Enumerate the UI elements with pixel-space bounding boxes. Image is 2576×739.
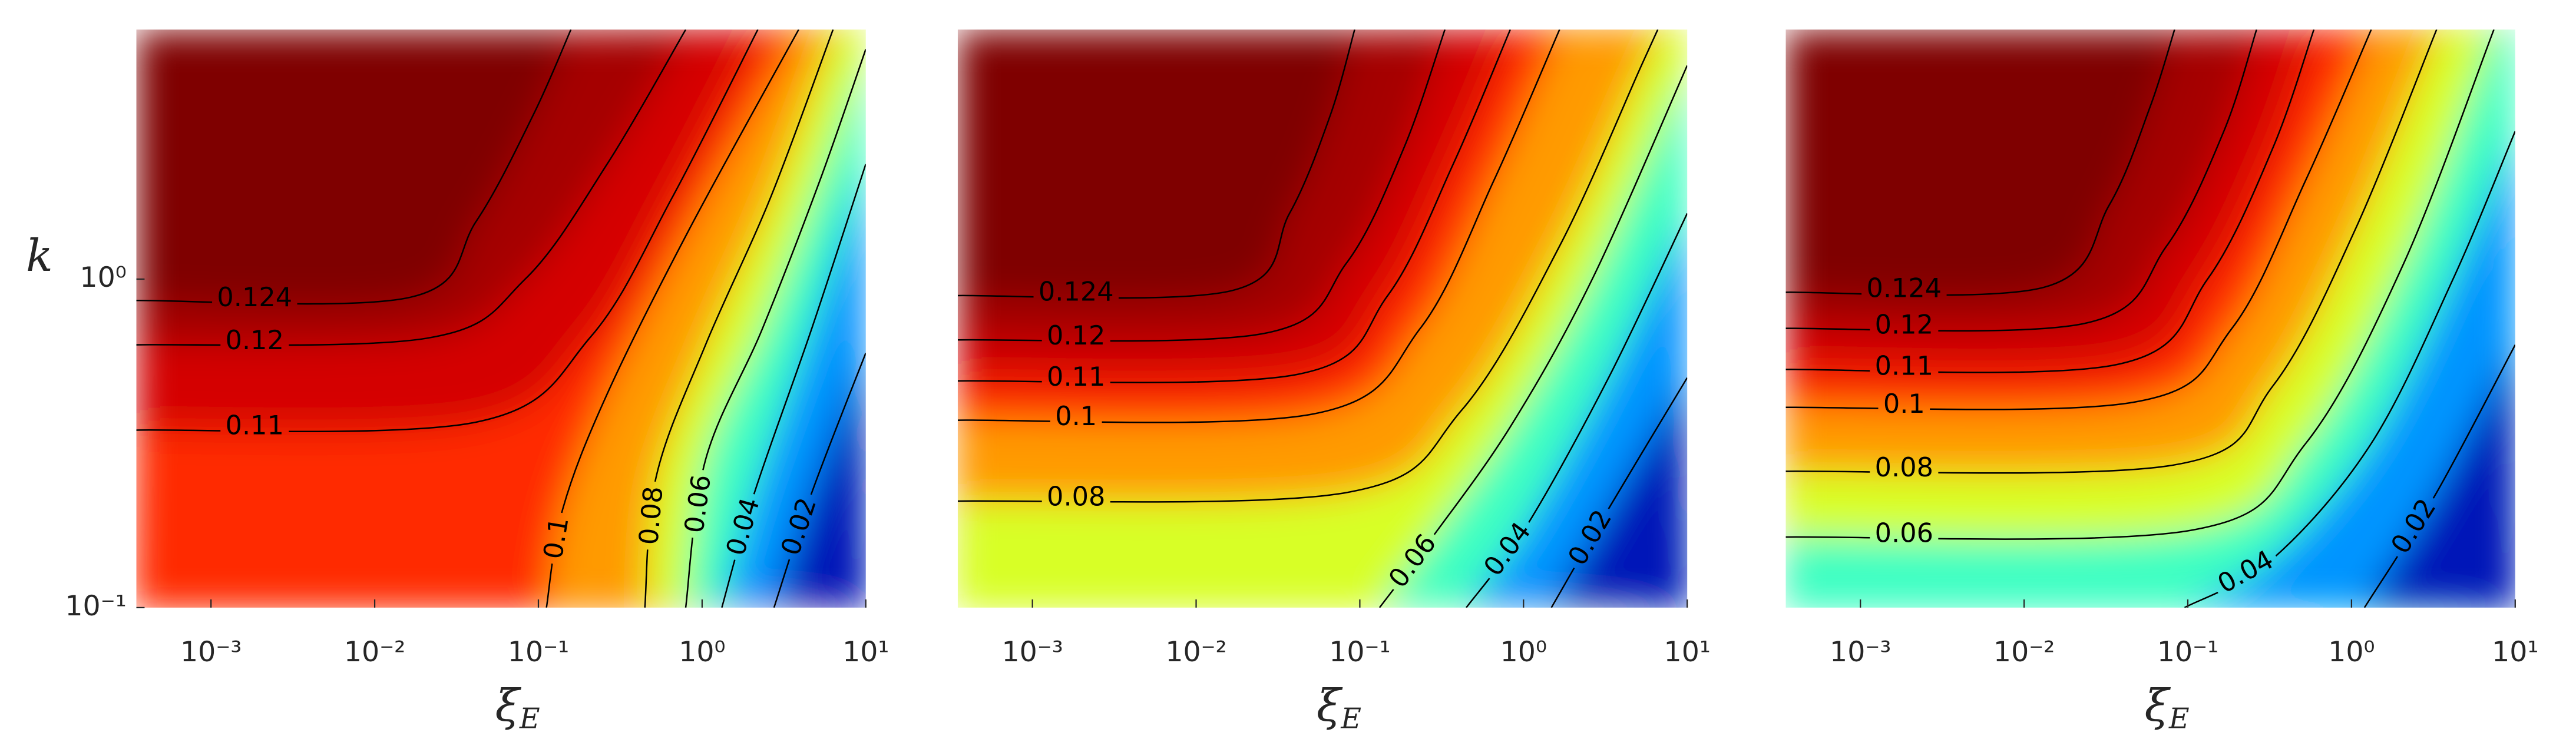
contour-fill bbox=[2184, 131, 2515, 608]
contour-line bbox=[644, 29, 834, 608]
x-tick-label: 10⁻² bbox=[1993, 636, 2055, 668]
contour-line bbox=[684, 49, 866, 608]
contour-line bbox=[957, 29, 1560, 423]
x-tick-label: 10⁻³ bbox=[180, 636, 242, 668]
contour-label: 0.12 bbox=[1047, 320, 1105, 351]
contour-fill bbox=[1785, 29, 2515, 608]
contour-line bbox=[957, 29, 1659, 503]
x-axis-label: ξE bbox=[2145, 680, 2190, 735]
contour-line bbox=[721, 164, 866, 608]
contour-line bbox=[1785, 29, 2315, 373]
x-tick-label: 10⁻¹ bbox=[2157, 636, 2218, 668]
x-tick-label: 10⁻³ bbox=[1830, 636, 1891, 668]
contour-line bbox=[1785, 29, 2495, 540]
contour-label: 0.12 bbox=[226, 325, 284, 356]
contour-label: 0.1 bbox=[1055, 401, 1097, 432]
y-axis-label: k bbox=[26, 230, 53, 281]
contour-line bbox=[1378, 65, 1688, 608]
x-tick-label: 10⁰ bbox=[1500, 636, 1547, 668]
x-tick-label: 10⁻² bbox=[1165, 636, 1226, 668]
x-tick-label: 10⁻² bbox=[344, 636, 405, 668]
x-axis-label: ξE bbox=[495, 680, 540, 735]
contour-label: 0.12 bbox=[1875, 309, 1933, 340]
contour-label: 0.08 bbox=[633, 485, 669, 546]
contour-label: 0.11 bbox=[1875, 350, 1933, 381]
contour-line bbox=[1550, 377, 1688, 608]
contour-lines bbox=[957, 29, 1688, 608]
contour-label: 0.11 bbox=[1047, 362, 1105, 392]
contour-line bbox=[2363, 344, 2515, 608]
contour-line bbox=[136, 29, 572, 305]
x-tick-label: 10⁻¹ bbox=[508, 636, 569, 668]
x-tick-label: 10⁰ bbox=[679, 636, 725, 668]
contour-line bbox=[773, 352, 866, 608]
contour-line bbox=[1466, 213, 1688, 608]
x-tick-label: 10¹ bbox=[842, 636, 889, 668]
contour-label: 0.06 bbox=[1875, 518, 1933, 549]
contour-lines bbox=[1785, 29, 2515, 608]
x-tick-label: 10⁻¹ bbox=[1329, 636, 1390, 668]
contour-fill bbox=[2364, 344, 2515, 608]
contour-line bbox=[957, 29, 1446, 342]
y-tick-label: 10⁻¹ bbox=[65, 590, 126, 622]
contour-label: 0.124 bbox=[1039, 276, 1114, 307]
x-tick-label: 10⁰ bbox=[2328, 636, 2375, 668]
x-tick-label: 10¹ bbox=[1664, 636, 1711, 668]
contour-label: 0.124 bbox=[1866, 273, 1942, 303]
contour-line bbox=[545, 29, 799, 608]
x-tick-label: 10¹ bbox=[2492, 636, 2538, 668]
field bbox=[1785, 29, 2515, 608]
contour-line bbox=[1785, 29, 2438, 474]
x-axis-label: ξE bbox=[1317, 680, 1361, 735]
y-tick-label: 10⁰ bbox=[80, 261, 126, 294]
contour-line bbox=[957, 29, 1355, 299]
contour-fill bbox=[773, 353, 866, 608]
contour-label: 0.124 bbox=[217, 282, 292, 313]
contour-label: 0.08 bbox=[1875, 452, 1933, 483]
contour-line bbox=[1785, 29, 2372, 410]
contour-line bbox=[136, 29, 687, 346]
contour-line bbox=[136, 29, 759, 432]
contour-label: 0.1 bbox=[538, 515, 575, 561]
contour-line bbox=[1785, 29, 2175, 296]
contour-line bbox=[2184, 131, 2515, 608]
contour-label: 0.08 bbox=[1047, 482, 1105, 512]
contour-line bbox=[957, 29, 1511, 383]
contour-label: 0.11 bbox=[226, 410, 284, 441]
field bbox=[957, 29, 1688, 608]
contour-label: 0.1 bbox=[1883, 389, 1925, 419]
contour-lines bbox=[136, 29, 866, 608]
contour-line bbox=[1785, 29, 2257, 332]
x-tick-label: 10⁻³ bbox=[1001, 636, 1063, 668]
